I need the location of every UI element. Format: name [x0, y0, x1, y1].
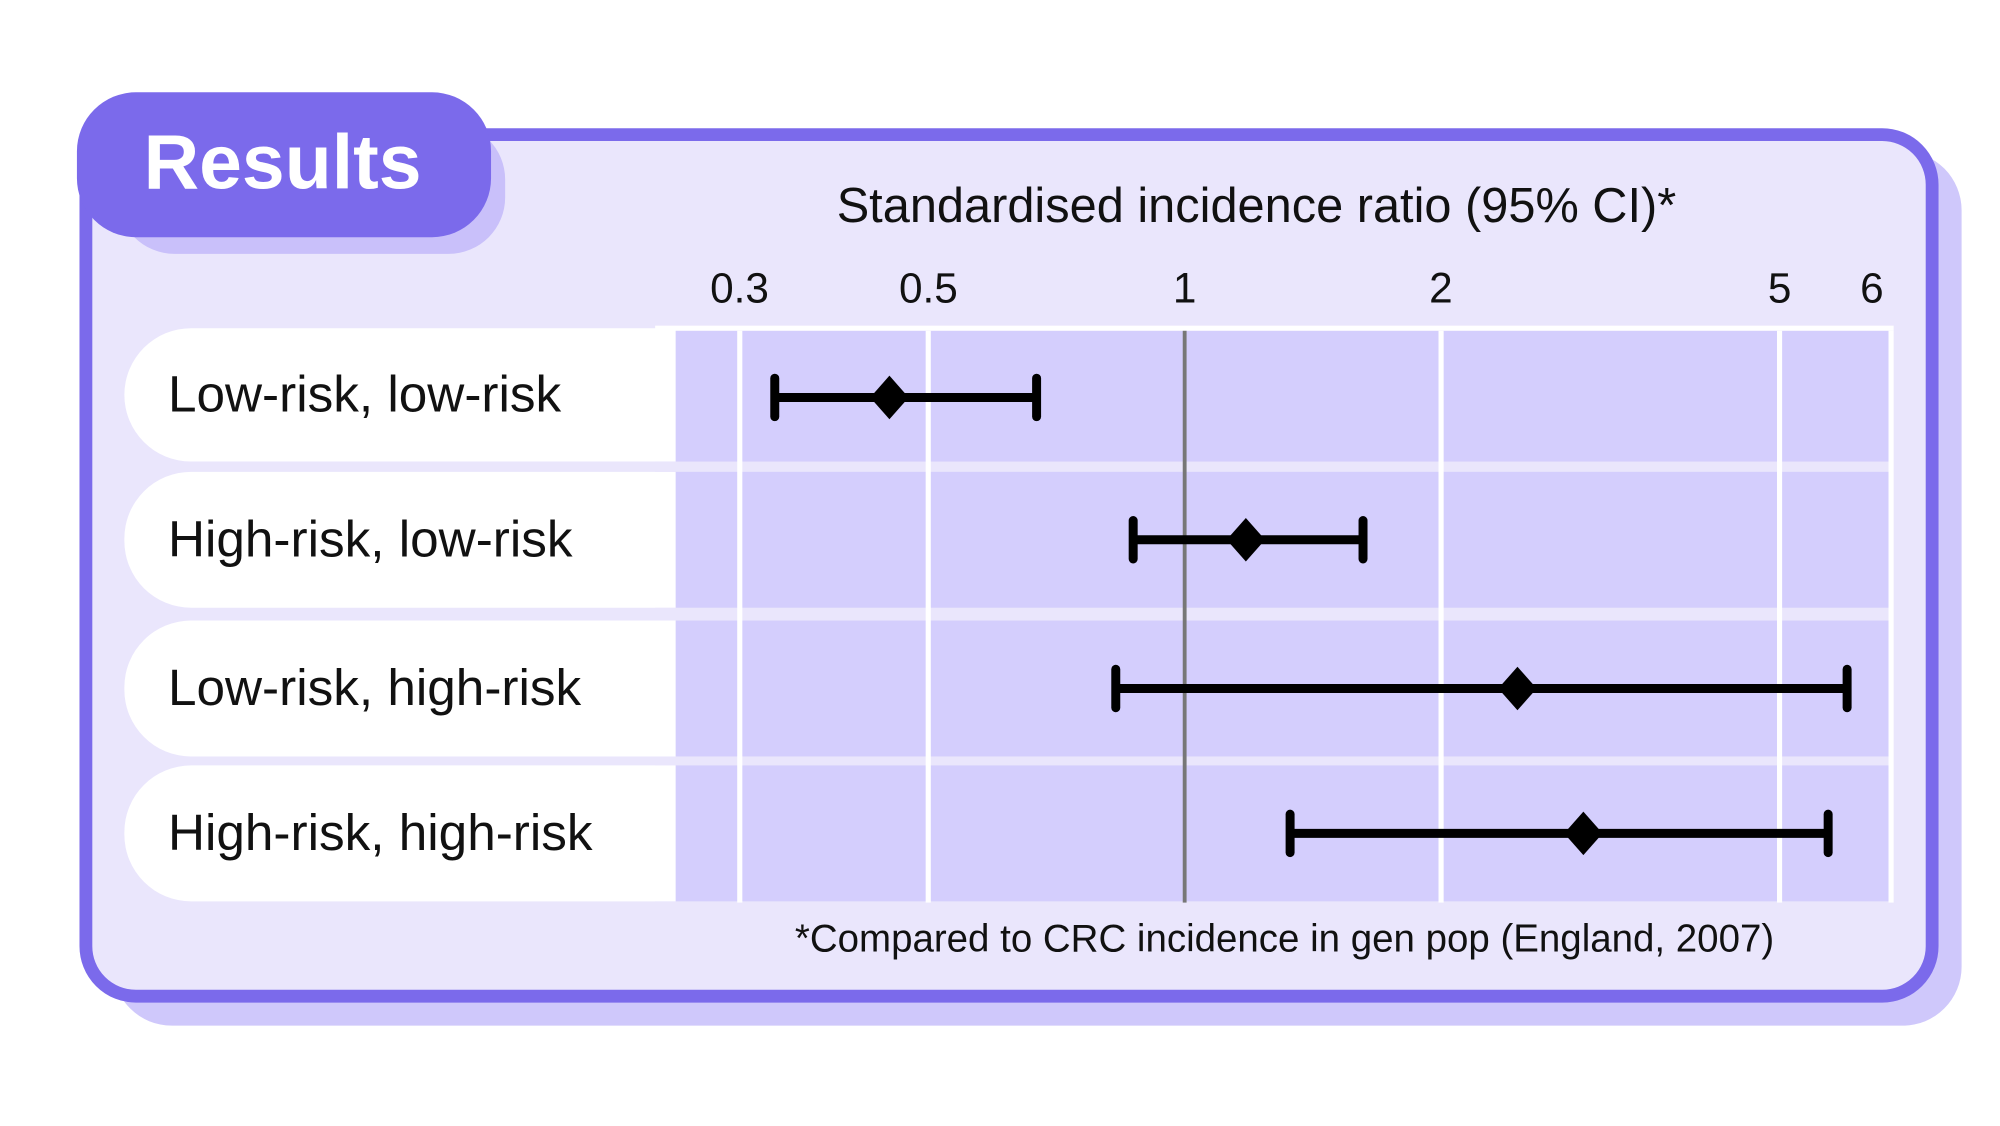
row-label: High-risk, high-risk: [124, 765, 676, 902]
x-tick-label: 6: [1860, 264, 1884, 312]
plot-right-border: [1888, 330, 1894, 903]
gridline: [1438, 330, 1444, 903]
estimate-diamond: [1498, 666, 1537, 711]
x-tick-label: 1: [1172, 264, 1197, 312]
row-label: Low-risk, low-risk: [124, 328, 676, 462]
estimate-diamond: [1564, 811, 1603, 856]
chart-title: Standardised incidence ratio (95% CI)*: [836, 179, 1677, 234]
gridline: [925, 330, 931, 903]
x-tick-label: 0.5: [898, 264, 958, 312]
x-tick-label: 2: [1429, 264, 1453, 312]
estimate-diamond: [1226, 517, 1266, 562]
x-tick-label: 5: [1767, 264, 1792, 312]
row-label: High-risk, low-risk: [124, 471, 676, 608]
results-tab: [76, 92, 492, 238]
gridline: [736, 330, 743, 903]
reference-line: [1182, 330, 1187, 903]
gridline: [1777, 330, 1783, 903]
footnote: *Compared to CRC incidence in gen pop (E…: [794, 917, 1775, 961]
x-tick-label: 0.3: [710, 264, 769, 312]
results-title: Results: [143, 119, 422, 206]
plot-top-border: [655, 325, 1894, 331]
estimate-diamond: [870, 375, 909, 420]
row-label: Low-risk, high-risk: [124, 620, 676, 757]
